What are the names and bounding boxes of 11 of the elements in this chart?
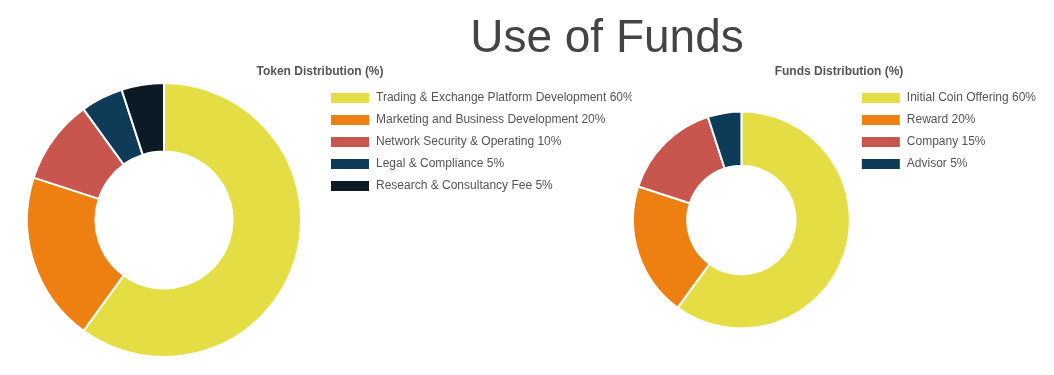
chart-title: Token Distribution (%) bbox=[255, 64, 385, 80]
legend-label: Research & Consultancy Fee 5% bbox=[376, 178, 554, 193]
legend-label: Company 15% bbox=[906, 134, 986, 149]
chart-title: Funds Distribution (%) bbox=[773, 64, 905, 80]
legend-label: Legal & Compliance 5% bbox=[376, 156, 505, 171]
legend-label: Reward 20% bbox=[906, 112, 976, 127]
text: Use of Funds bbox=[469, 9, 745, 64]
legend-label: Advisor 5% bbox=[906, 156, 968, 171]
legend-label: Network Security & Operating 10% bbox=[376, 134, 562, 149]
legend-label: Marketing and Business Development 20% bbox=[376, 112, 606, 127]
legend-label: Initial Coin Offering 60% bbox=[906, 90, 1037, 105]
